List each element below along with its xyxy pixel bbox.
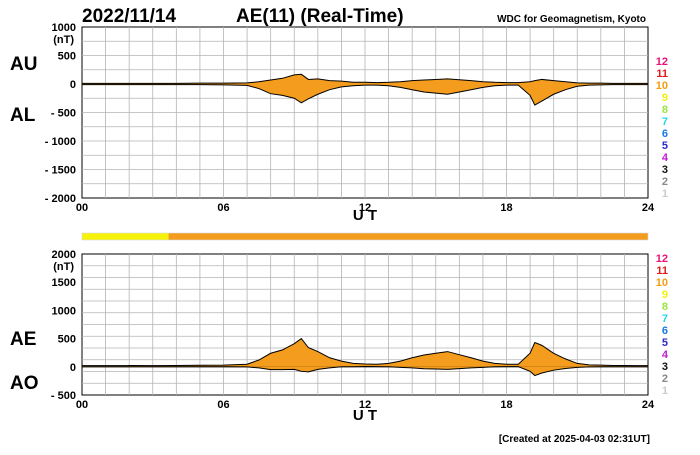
legend-level-label: 7: [662, 116, 668, 128]
top-x-tick-label: 00: [76, 202, 88, 214]
legend-level-label: 10: [656, 277, 668, 289]
legend-level-label: 3: [662, 361, 668, 373]
date-label: 2022/11/14: [82, 6, 176, 27]
legend-level-label: 12: [656, 253, 668, 265]
legend-level-label: 11: [656, 68, 668, 80]
status-bar: [81, 232, 649, 241]
legend-level-label: 5: [662, 337, 668, 349]
legend-level-label: 9: [662, 289, 668, 301]
legend-level-label: 8: [662, 104, 668, 116]
al-label: AL: [10, 105, 36, 126]
legend-level-label: 9: [662, 92, 668, 104]
bottom-x-tick-label: 18: [500, 399, 512, 411]
top-y-tick-label: - 500: [51, 108, 76, 120]
legend-level-label: 10: [656, 80, 668, 92]
bottom-x-tick-label: 00: [76, 399, 88, 411]
top-y-tick-label: 500: [58, 51, 76, 63]
top-x-axis-title: U T: [353, 207, 377, 224]
legend-level-label: 4: [662, 349, 669, 361]
bottom-unit-label: (nT): [53, 261, 74, 273]
bottom-series-ae-line: [82, 337, 648, 367]
top-y-tick-label: 1000: [52, 22, 76, 34]
legend-level-label: 11: [656, 265, 668, 277]
top-y-tick-label: - 2000: [45, 193, 76, 205]
bottom-y-tick-label: 500: [58, 334, 76, 346]
legend-level-label: 2: [662, 176, 668, 188]
au-label: AU: [10, 54, 37, 75]
ae-label: AE: [10, 329, 36, 350]
top-series-al-area: [82, 84, 648, 106]
legend-level-label: 2: [662, 373, 668, 385]
legend-level-label: 1: [662, 385, 668, 397]
chart-title: AE(11) (Real-Time): [236, 6, 404, 27]
created-timestamp: [Created at 2025-04-03 02:31UT]: [499, 434, 650, 445]
bottom-x-tick-label: 12: [359, 399, 371, 411]
bottom-x-tick-label: 06: [217, 399, 229, 411]
bottom-x-tick-label: 24: [642, 399, 655, 411]
bottom-y-tick-label: 1000: [52, 305, 76, 317]
legend-level-label: 1: [662, 188, 668, 200]
top-x-tick-label: 24: [642, 202, 655, 214]
top-series-au-line: [82, 73, 648, 84]
top-x-tick-label: 06: [217, 202, 229, 214]
bottom-series-ao-line: [82, 366, 648, 377]
top-y-tick-label: - 1500: [45, 165, 76, 177]
top-unit-label: (nT): [53, 34, 74, 46]
legend-level-label: 8: [662, 301, 668, 313]
legend-level-label: 12: [656, 56, 668, 68]
top-y-tick-label: - 1000: [45, 136, 76, 148]
bottom-series-ae-area: [82, 338, 648, 367]
legend-level-label: 7: [662, 313, 668, 325]
top-series-al-line: [82, 84, 648, 106]
bottom-y-tick-label: 1500: [52, 277, 76, 289]
top-y-tick-label: 0: [70, 79, 76, 91]
legend-level-label: 3: [662, 164, 668, 176]
status-bar-segment: [168, 233, 648, 240]
status-bar-frame: [81, 232, 649, 241]
ao-label: AO: [10, 373, 39, 394]
bottom-x-axis-title: U T: [353, 407, 377, 424]
bottom-y-tick-label: - 500: [51, 390, 76, 402]
legend-level-label: 6: [662, 128, 668, 140]
bottom-y-tick-label: 0: [70, 362, 76, 374]
status-bar-segment: [82, 233, 169, 240]
legend-level-label: 6: [662, 325, 668, 337]
legend-level-label: 5: [662, 140, 668, 152]
source-label: WDC for Geomagnetism, Kyoto: [497, 14, 646, 25]
bottom-y-tick-label: 2000: [52, 249, 76, 261]
top-x-tick-label: 18: [500, 202, 512, 214]
legend-level-label: 4: [662, 152, 669, 164]
bottom-series-ao-area: [82, 366, 648, 376]
top-x-tick-label: 12: [359, 202, 371, 214]
